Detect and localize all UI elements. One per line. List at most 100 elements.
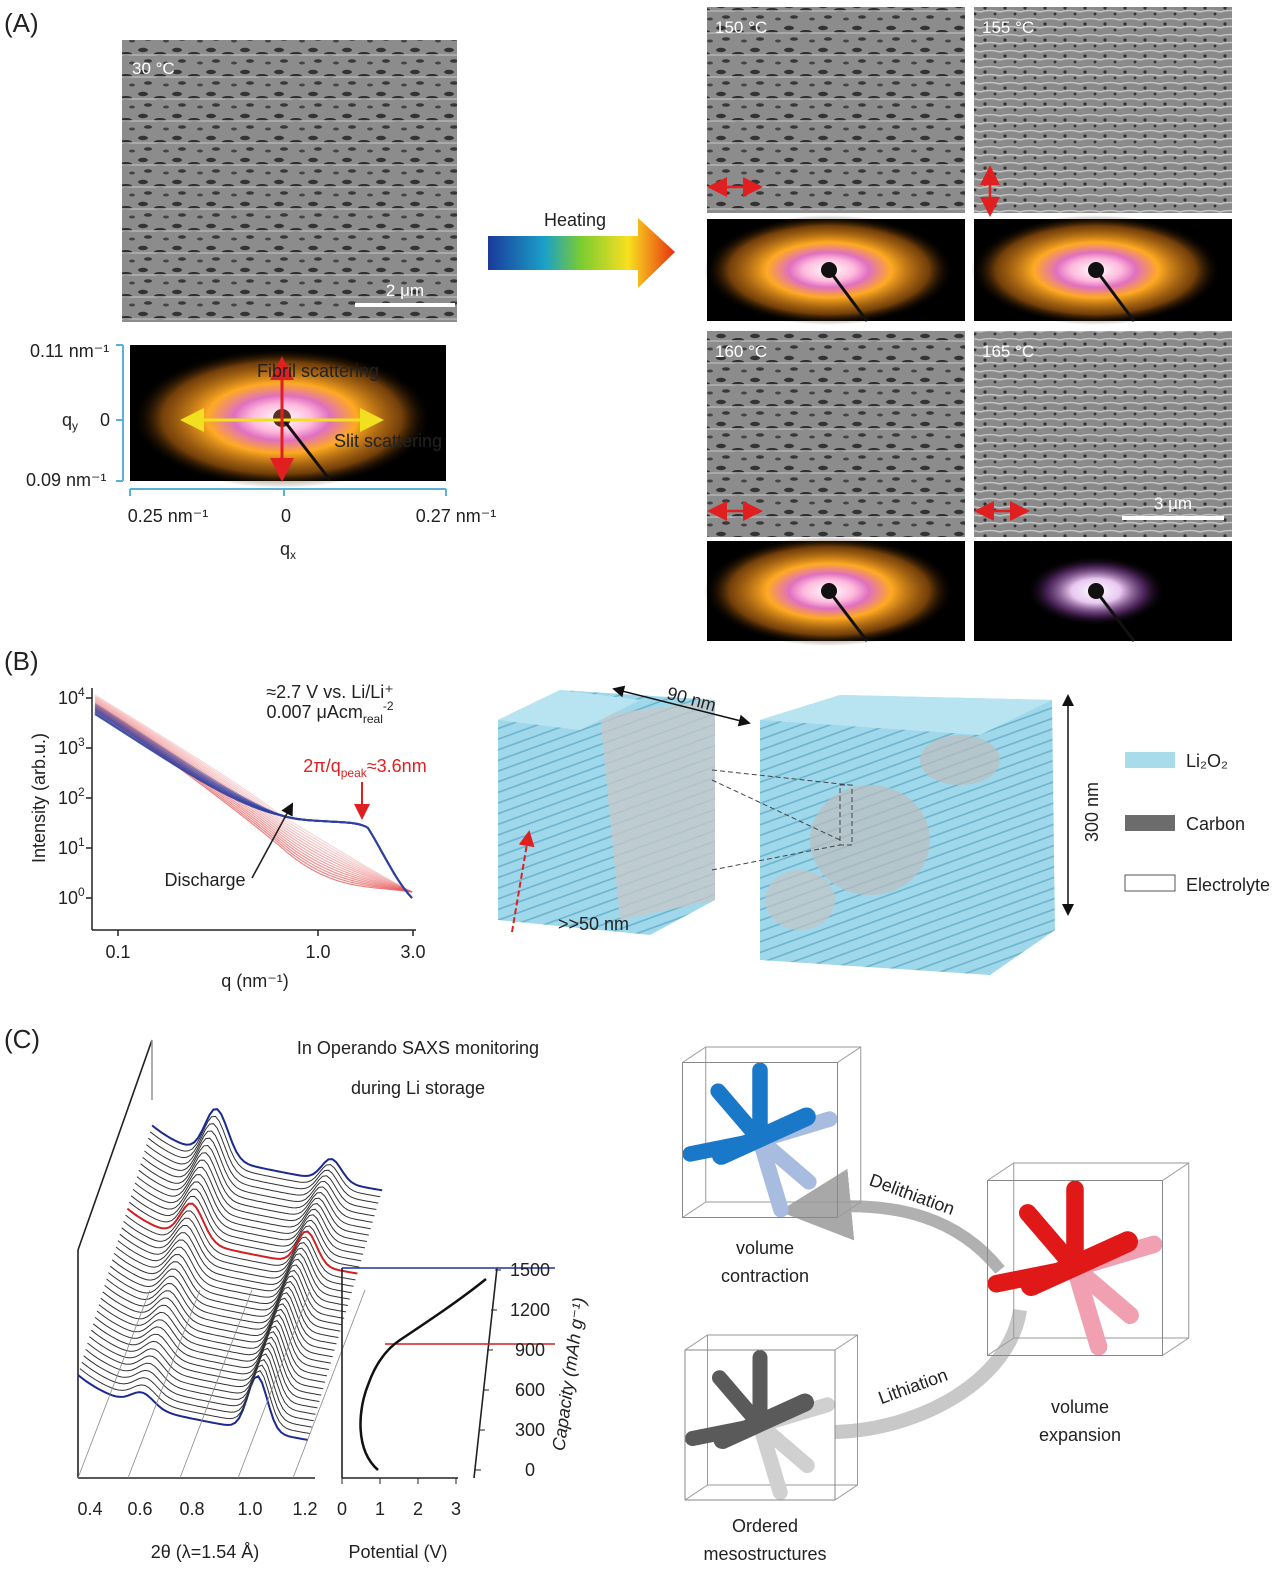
annotation: 0.007 μAcmreal-2 [266,699,393,726]
x-tick-label: 0 [337,1499,347,1519]
y-tick-label: 10 [58,838,78,858]
axis-lines [116,344,447,496]
x-tick-label: 0.1 [105,942,130,962]
dimension-label: >>50 nm [558,914,629,934]
y-tick-label: 10 [58,788,78,808]
discharge-arrow [251,802,294,879]
x-tick-label: 0.4 [77,1499,102,1519]
cube-edge [834,1484,858,1501]
y-tick-label: 1200 [510,1300,550,1320]
y-tick-label: 104 [58,685,85,708]
legend-swatch [1124,874,1176,892]
axis-label: q [280,539,290,559]
annotation: Slit scattering [334,431,442,451]
strut [711,1107,816,1165]
beam-stop-arm [1094,590,1136,642]
beam-stop-arm [1094,269,1136,322]
waterfall-curve [87,1342,318,1409]
cube-edge [682,1062,838,1218]
waterfall-curve [117,1239,348,1306]
waterfall-curve [89,1336,320,1402]
axis-label-sub: y [72,419,78,433]
axis-tick-label: 0.11 nm⁻¹ [30,341,109,361]
waterfall-curve [109,1265,341,1332]
axis-label: qy [62,410,78,433]
heating-arrow [488,218,675,288]
scale-label: 2 μm [386,281,424,300]
waterfall-curve [85,1349,316,1415]
y-tick-label: 102 [58,785,85,808]
waterfall-curve [81,1361,312,1428]
x-tick-label: 1 [375,1499,385,1519]
delithiation-arrow [779,1168,1005,1274]
waterfall-curve [136,1166,367,1242]
waterfall-curve [130,1188,362,1262]
cube-edge [987,1162,1015,1181]
caption: volume [1051,1397,1109,1417]
model-large [760,695,1055,975]
cube-edge [682,1201,707,1218]
zoom-lines [711,769,853,871]
waterfall-curve [115,1246,347,1313]
waterfall-curve [90,1329,322,1396]
cube-edge [682,1046,707,1063]
temperature: 155 °C [982,18,1034,37]
cube-edge [1162,1337,1190,1356]
guide-line [237,1289,311,1479]
y-tick-label: 0 [525,1460,535,1480]
annotation: ≈2.7 V vs. Li/Li⁺ [266,682,393,702]
waterfall-curve [79,1368,310,1434]
model-small [498,690,715,935]
y-tick-label: 10 [58,738,78,758]
waterfall-curve [147,1123,379,1204]
axis-label: qx [280,539,296,562]
y-tick-exponent: 1 [78,835,85,849]
waterfall-curve [126,1202,358,1275]
title: during Li storage [351,1078,485,1098]
waterfall-curve [111,1259,343,1326]
y-tick-label: 103 [58,735,85,758]
x-tick-label: 1.0 [237,1499,262,1519]
lithiation-arrow [834,1308,1027,1439]
annotation: 0.007 μAcm [266,702,362,722]
cube-edge [837,1046,862,1063]
axis-label: q (nm⁻¹) [221,971,289,991]
saxs-curve [94,698,413,893]
axis-label: 2θ (λ=1.54 Å) [151,1542,260,1562]
temperature: 160 °C [715,342,767,361]
saxs-curve [94,695,413,893]
annotation-sub: peak [341,766,368,780]
waterfall-curve [119,1232,350,1300]
x-tick-label: 2 [413,1499,423,1519]
waterfall-curve [108,1272,339,1338]
waterfall-curve [144,1137,375,1217]
axis-label-sub: x [290,548,296,562]
guide-line [127,1289,201,1479]
caption: contraction [721,1266,809,1286]
axis-label: Potential (V) [348,1542,447,1562]
legend-label: Electrolyte [1186,875,1270,895]
y-tick-exponent: 0 [78,885,85,899]
cube-edge [684,1334,708,1351]
waterfall-curve [96,1310,328,1377]
waterfall-curve [128,1195,360,1268]
beam-stop-arm [827,590,869,642]
waterfall-curve [138,1159,369,1236]
guide-line [292,1289,366,1479]
strut [752,1417,815,1473]
axis-label: q [62,410,72,430]
cube-edge [1162,1162,1190,1181]
strut [1020,1231,1138,1296]
waterfall-curve [151,1108,383,1192]
guide-line [77,1289,151,1479]
waterfall-curve [106,1278,337,1345]
annotation: 2π/qpeak≈3.6nm [303,756,426,780]
cube-edge [987,1180,1163,1356]
waterfall-curve [83,1355,314,1422]
panel-label: (B) [4,646,39,676]
waterfall-frame [77,1039,315,1479]
waterfall-curve [121,1225,352,1294]
dimension-label: 300 nm [1082,782,1102,842]
annotation: ≈3.6nm [367,756,427,776]
waterfall-curve [146,1130,377,1210]
